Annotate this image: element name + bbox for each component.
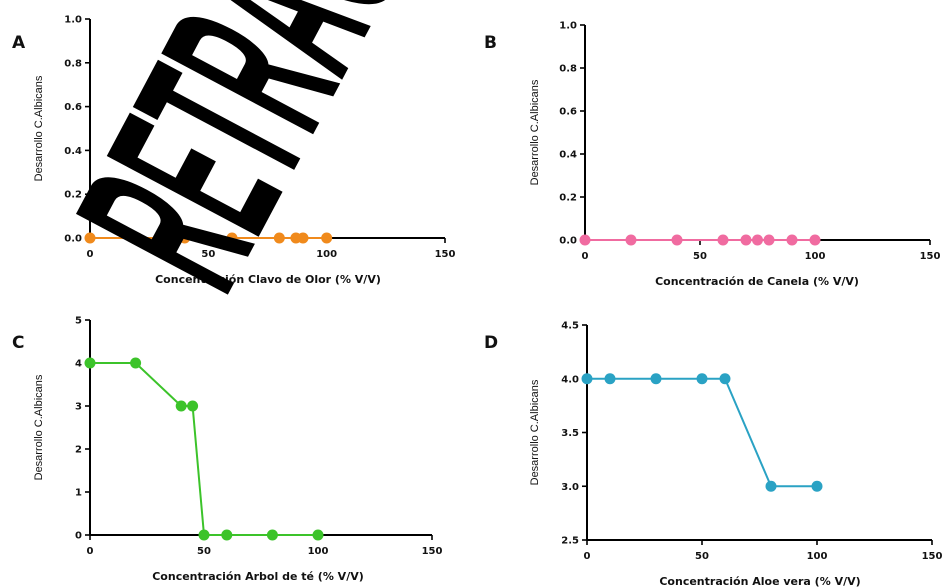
data-point <box>741 235 752 246</box>
y-tick-label: 0.0 <box>64 234 82 245</box>
y-axis-title: Desarrollo C.Albicans <box>529 379 541 485</box>
data-point <box>752 235 763 246</box>
data-point <box>720 373 731 384</box>
panel-label: C <box>12 333 24 353</box>
data-point <box>321 233 332 244</box>
panel-label: B <box>484 33 497 53</box>
data-point <box>764 235 775 246</box>
y-tick-label: 0.4 <box>559 150 577 161</box>
y-tick-label: 2.5 <box>561 536 579 547</box>
data-point <box>187 401 198 412</box>
y-tick-label: 3.0 <box>561 482 579 493</box>
watermark-stamp: RETRACTED <box>25 0 534 325</box>
data-point <box>580 235 591 246</box>
data-point <box>582 373 593 384</box>
x-tick-label: 100 <box>807 551 828 562</box>
x-tick-label: 150 <box>435 249 456 260</box>
y-tick-label: 4 <box>75 359 82 370</box>
y-tick-label: 4.5 <box>561 321 579 332</box>
y-tick-label: 2 <box>75 445 82 456</box>
data-point <box>605 373 616 384</box>
data-point <box>697 373 708 384</box>
data-point <box>130 358 141 369</box>
series-line <box>587 379 817 487</box>
x-tick-label: 100 <box>805 251 826 262</box>
y-tick-label: 1 <box>75 488 82 499</box>
y-tick-label: 0.2 <box>559 193 577 204</box>
data-point <box>787 235 798 246</box>
data-point <box>626 235 637 246</box>
x-tick-label: 50 <box>197 546 211 557</box>
y-tick-label: 0.6 <box>559 107 577 118</box>
y-tick-label: 3.5 <box>561 428 579 439</box>
y-tick-label: 1.0 <box>559 21 577 32</box>
data-point <box>176 401 187 412</box>
x-tick-label: 0 <box>87 249 94 260</box>
data-point <box>221 530 232 541</box>
chart-panel-c: 0 50 100 150 0 1 2 3 4 5 Concentración Arbol de té… <box>12 316 442 584</box>
y-tick-label: 0.0 <box>559 236 577 247</box>
data-point <box>810 235 821 246</box>
y-axis-title: Desarrollo C.Albicans <box>33 374 45 480</box>
data-point <box>718 235 729 246</box>
y-tick-label: 1.0 <box>64 15 82 26</box>
panel-label: D <box>484 333 498 353</box>
x-tick-label: 0 <box>584 551 591 562</box>
y-axis-title: Desarrollo C.Albicans <box>529 79 541 185</box>
x-tick-label: 100 <box>316 249 337 260</box>
x-tick-label: 150 <box>922 551 943 562</box>
y-tick-label: 4.0 <box>561 374 579 385</box>
y-tick-label: 0 <box>75 531 82 542</box>
chart-panel-b: 0 50 100 150 0.0 0.2 0.4 0.6 0.8 1.0 Concentración… <box>484 21 940 289</box>
data-point <box>766 481 777 492</box>
x-tick-label: 0 <box>87 546 94 557</box>
y-tick-label: 0.8 <box>559 64 577 75</box>
data-point <box>267 530 278 541</box>
y-tick-label: 5 <box>75 316 82 327</box>
x-tick-label: 0 <box>582 251 589 262</box>
x-axis-title: Concentración Arbol de té (% V/V) <box>152 570 364 583</box>
x-tick-label: 150 <box>920 251 941 262</box>
data-point <box>812 481 823 492</box>
y-tick-label: 3 <box>75 402 82 413</box>
data-point <box>313 530 324 541</box>
watermark-text: RETRACTED <box>25 0 534 325</box>
series-line <box>90 363 318 535</box>
x-tick-label: 50 <box>693 251 707 262</box>
data-point <box>85 233 96 244</box>
x-axis-title: Concentración de Canela (% V/V) <box>655 275 859 288</box>
data-point <box>651 373 662 384</box>
x-tick-label: 100 <box>308 546 329 557</box>
x-axis-title: Concentración Aloe vera (% V/V) <box>659 575 860 588</box>
x-tick-label: 150 <box>422 546 443 557</box>
panel-label: A <box>12 33 26 53</box>
x-tick-label: 50 <box>695 551 709 562</box>
data-point <box>85 358 96 369</box>
y-tick-label: 0.8 <box>64 58 82 69</box>
data-point <box>672 235 683 246</box>
chart-panel-d: 0 50 100 150 2.5 3.0 3.5 4.0 4.5 Concentración Al… <box>484 321 942 588</box>
data-point <box>199 530 210 541</box>
